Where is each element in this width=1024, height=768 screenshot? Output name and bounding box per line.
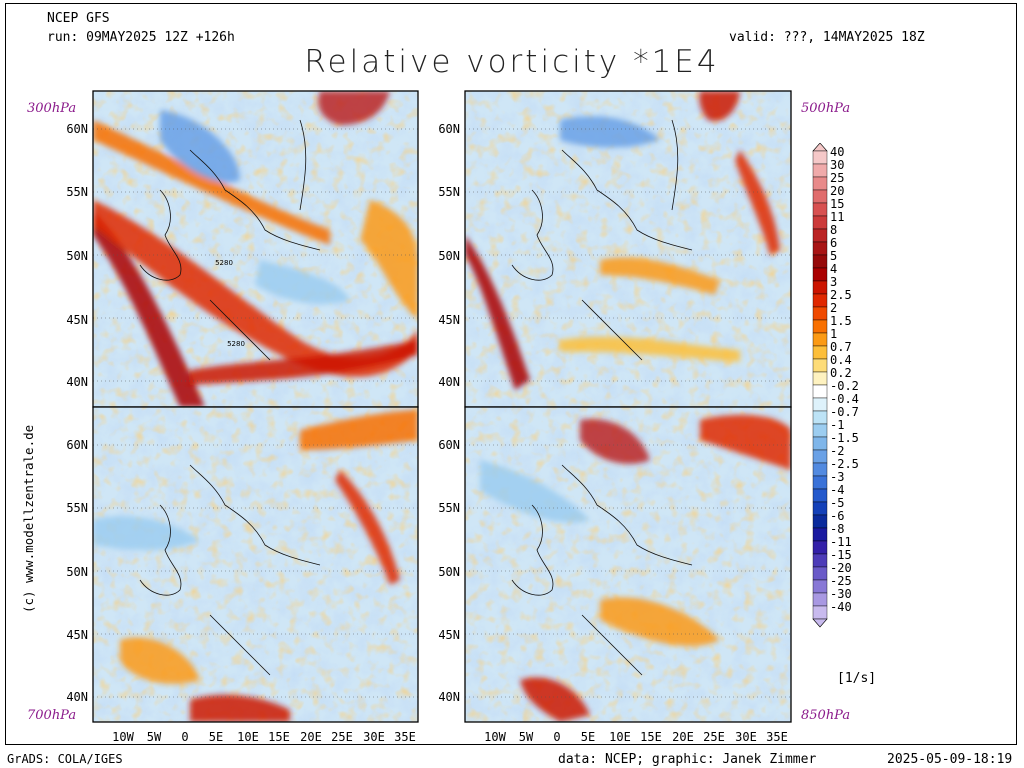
longitude-label: 35E bbox=[766, 730, 788, 744]
contour-label: 5280 bbox=[227, 340, 245, 348]
colorbar-tick-label: -5 bbox=[830, 496, 845, 510]
colorbar-tick-label: 1 bbox=[830, 327, 838, 341]
longitude-label: 25E bbox=[703, 730, 725, 744]
longitude-label: 15E bbox=[640, 730, 662, 744]
colorbar-units: [1/s] bbox=[837, 671, 877, 686]
latitude-label: 60N bbox=[66, 122, 88, 136]
latitude-label: 45N bbox=[66, 628, 88, 642]
latitude-label: 55N bbox=[438, 185, 460, 199]
colorbar-tick-label: -3 bbox=[830, 470, 845, 484]
latitude-label: 40N bbox=[66, 375, 88, 389]
longitude-label: 25E bbox=[331, 730, 353, 744]
longitude-label: 35E bbox=[394, 730, 416, 744]
longitude-label: 30E bbox=[735, 730, 757, 744]
latitude-label: 50N bbox=[438, 565, 460, 579]
longitude-label: 10E bbox=[609, 730, 631, 744]
valid-time: valid: ???, 14MAY2025 18Z bbox=[729, 30, 925, 45]
latitude-label: 40N bbox=[438, 690, 460, 704]
panel-850hpa bbox=[464, 406, 792, 723]
colorbar-tick-label: -1.5 bbox=[830, 431, 859, 445]
colorbar-tick-label: 5 bbox=[830, 249, 838, 263]
colorbar-tick-label: 15 bbox=[830, 197, 845, 211]
latitude-label: 40N bbox=[66, 690, 88, 704]
latitude-label: 55N bbox=[438, 501, 460, 515]
longitude-label: 0 bbox=[553, 730, 560, 744]
footer-software: GrADS: COLA/IGES bbox=[7, 752, 123, 766]
latitude-label: 60N bbox=[438, 122, 460, 136]
colorbar-tick-label: -20 bbox=[830, 561, 852, 575]
longitude-label: 20E bbox=[672, 730, 694, 744]
contour-label: 5280 bbox=[215, 259, 233, 267]
level-label-500: 500hPa bbox=[801, 101, 851, 116]
longitude-label: 20E bbox=[300, 730, 322, 744]
colorbar-tick-label: 11 bbox=[830, 210, 845, 224]
latitude-label: 45N bbox=[438, 628, 460, 642]
colorbar-tick-label: -0.7 bbox=[830, 405, 859, 419]
level-label-300: 300hPa bbox=[27, 101, 77, 116]
latitude-label: 60N bbox=[438, 438, 460, 452]
latitude-label: 45N bbox=[66, 313, 88, 327]
run-info: run: 09MAY2025 12Z +126h bbox=[47, 30, 235, 45]
latitude-label: 60N bbox=[66, 438, 88, 452]
colorbar-tick-label: 40 bbox=[830, 145, 845, 159]
colorbar-swatches bbox=[812, 142, 828, 628]
colorbar-tick-label: -2 bbox=[830, 444, 845, 458]
colorbar-tick-label: 2 bbox=[830, 301, 838, 315]
latitude-label: 50N bbox=[66, 249, 88, 263]
longitude-label: 5W bbox=[519, 730, 534, 744]
longitude-label: 5E bbox=[209, 730, 223, 744]
colorbar bbox=[812, 142, 828, 642]
axes-labels: 60N 60N 60N 60N 55N 55N 55N 55N 50N 50N 50N 50N 45N 4… bbox=[66, 122, 788, 744]
latitude-label: 55N bbox=[66, 185, 88, 199]
colorbar-tick-label: 6 bbox=[830, 236, 838, 250]
colorbar-tick-label: -0.4 bbox=[830, 392, 859, 406]
latitude-label: 45N bbox=[438, 313, 460, 327]
latitude-label: 50N bbox=[438, 249, 460, 263]
colorbar-tick-label: 0.2 bbox=[830, 366, 852, 380]
longitude-label: 10E bbox=[237, 730, 259, 744]
longitude-label: 0 bbox=[181, 730, 188, 744]
colorbar-tick-label: -0.2 bbox=[830, 379, 859, 393]
colorbar-tick-label: -11 bbox=[830, 535, 852, 549]
panel-700hpa bbox=[92, 406, 419, 723]
longitude-label: 15E bbox=[268, 730, 290, 744]
colorbar-tick-label: -40 bbox=[830, 600, 852, 614]
colorbar-tick-label: 30 bbox=[830, 158, 845, 172]
colorbar-tick-label: -25 bbox=[830, 574, 852, 588]
colorbar-tick-label: 25 bbox=[830, 171, 845, 185]
colorbar-tick-label: -15 bbox=[830, 548, 852, 562]
panel-500hpa bbox=[464, 90, 792, 408]
colorbar-tick-label: 0.7 bbox=[830, 340, 852, 354]
colorbar-tick-label: 4 bbox=[830, 262, 838, 276]
panel-300hpa: 5280 5280 bbox=[92, 90, 419, 408]
level-label-850: 850hPa bbox=[801, 708, 851, 723]
colorbar-tick-label: 1.5 bbox=[830, 314, 852, 328]
longitude-label: 5W bbox=[147, 730, 162, 744]
model-name: NCEP GFS bbox=[47, 11, 110, 26]
latitude-label: 50N bbox=[66, 565, 88, 579]
colorbar-tick-label: -6 bbox=[830, 509, 845, 523]
figure-frame bbox=[5, 3, 1017, 745]
longitude-label: 10W bbox=[112, 730, 134, 744]
level-label-700: 700hPa bbox=[27, 708, 77, 723]
longitude-label: 10W bbox=[484, 730, 506, 744]
colorbar-tick-label: 8 bbox=[830, 223, 838, 237]
latitude-label: 55N bbox=[66, 501, 88, 515]
colorbar-tick-label: -30 bbox=[830, 587, 852, 601]
colorbar-tick-label: -4 bbox=[830, 483, 845, 497]
colorbar-tick-label: 2.5 bbox=[830, 288, 852, 302]
longitude-label: 30E bbox=[363, 730, 385, 744]
figure-title: Relative vorticity *1E4 bbox=[304, 44, 720, 80]
colorbar-tick-label: 3 bbox=[830, 275, 838, 289]
colorbar-tick-label: 0.4 bbox=[830, 353, 852, 367]
colorbar-tick-label: -2.5 bbox=[830, 457, 859, 471]
latitude-label: 40N bbox=[438, 375, 460, 389]
footer-data-credit: data: NCEP; graphic: Janek Zimmer bbox=[558, 752, 817, 767]
colorbar-tick-label: 20 bbox=[830, 184, 845, 198]
colorbar-tick-label: -8 bbox=[830, 522, 845, 536]
footer-timestamp: 2025-05-09-18:19 bbox=[887, 752, 1013, 767]
colorbar-tick-label: -1 bbox=[830, 418, 845, 432]
longitude-label: 5E bbox=[581, 730, 595, 744]
